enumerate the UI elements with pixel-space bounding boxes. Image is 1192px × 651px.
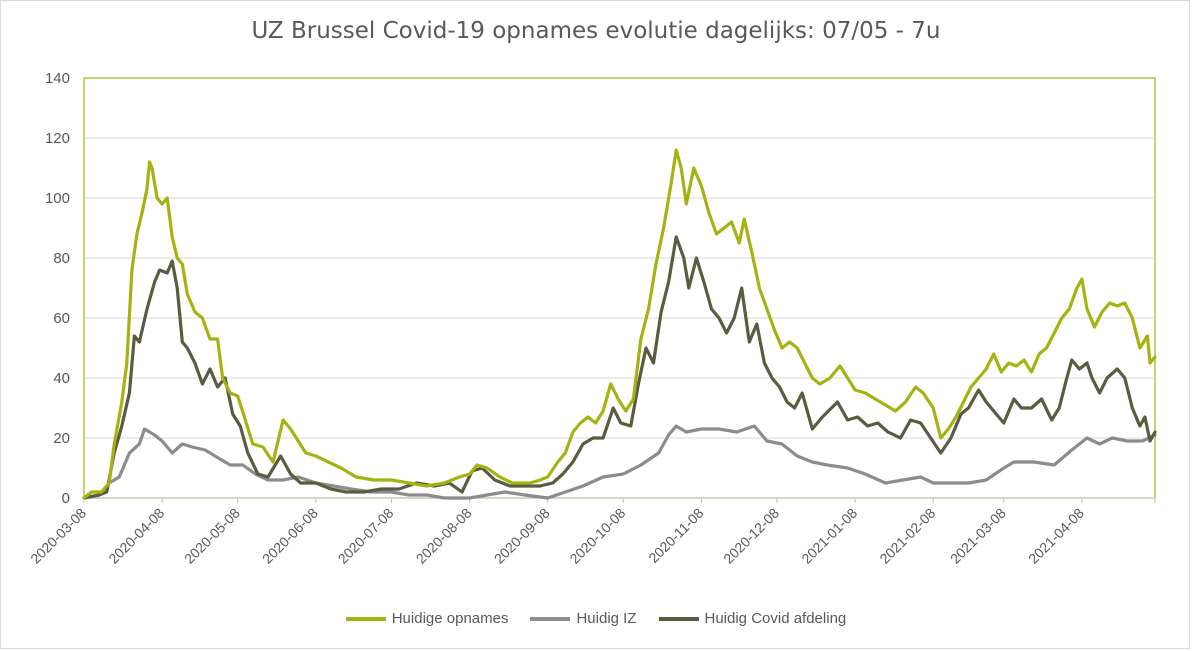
y-tick-label-80: 80 xyxy=(53,250,70,267)
y-tick-label-0: 0 xyxy=(62,490,70,507)
x-tick-label-2020-08-08: 2020-08-08 xyxy=(413,505,475,567)
series-lines xyxy=(82,148,1157,500)
plot-area-border xyxy=(83,77,1156,499)
grid-lines xyxy=(83,77,1156,499)
legend-label-huidig-covid-afdeling: Huidig Covid afdeling xyxy=(704,610,847,627)
y-tick-label-120: 120 xyxy=(45,130,70,147)
legend-item-huidig-covid-afdeling: Huidig Covid afdeling xyxy=(658,610,847,627)
x-tick-label-2020-03-08: 2020-03-08 xyxy=(27,505,89,567)
x-tick-label-2021-02-08: 2021-02-08 xyxy=(876,505,938,567)
x-tick-label-2020-05-08: 2020-05-08 xyxy=(181,505,243,567)
legend-swatch-huidig-iz xyxy=(530,616,571,621)
x-tick-label-2020-12-08: 2020-12-08 xyxy=(720,505,782,567)
y-tick-label-60: 60 xyxy=(53,310,70,327)
x-tick-label-2021-04-08: 2021-04-08 xyxy=(1025,505,1087,567)
legend: Huidige opnames Huidig IZ Huidig Covid a… xyxy=(0,610,1192,627)
y-tick-label-100: 100 xyxy=(45,190,70,207)
x-tick-label-2020-11-08: 2020-11-08 xyxy=(645,505,706,566)
series-line-huidig-iz xyxy=(82,424,1157,500)
x-tick-label-2020-06-08: 2020-06-08 xyxy=(259,505,321,567)
x-tick-label-2020-04-08: 2020-04-08 xyxy=(105,505,167,567)
y-tick-label-20: 20 xyxy=(53,430,70,447)
x-tick-label-2020-10-08: 2020-10-08 xyxy=(566,505,628,567)
x-tick-label-2020-09-08: 2020-09-08 xyxy=(491,505,553,567)
x-tick-label-2021-01-08: 2021-01-08 xyxy=(798,505,860,567)
y-tick-label-140: 140 xyxy=(45,70,70,87)
legend-label-huidige-opnames: Huidige opnames xyxy=(391,610,509,627)
legend-item-huidig-iz: Huidig IZ xyxy=(530,610,637,627)
x-tick-label-2021-03-08: 2021-03-08 xyxy=(947,505,1009,567)
y-tick-label-40: 40 xyxy=(53,370,70,387)
legend-item-huidige-opnames: Huidige opnames xyxy=(345,610,509,627)
legend-swatch-huidige-opnames xyxy=(345,616,386,621)
x-tick-label-2020-07-08: 2020-07-08 xyxy=(335,505,397,567)
series-line-huidig-covid-afdeling xyxy=(82,235,1157,500)
series-line-huidige-opnames xyxy=(82,148,1157,500)
legend-label-huidig-iz: Huidig IZ xyxy=(576,610,637,627)
legend-swatch-huidig-covid-afdeling xyxy=(658,616,699,621)
chart-title: UZ Brussel Covid-19 opnames evolutie dag… xyxy=(251,18,941,44)
